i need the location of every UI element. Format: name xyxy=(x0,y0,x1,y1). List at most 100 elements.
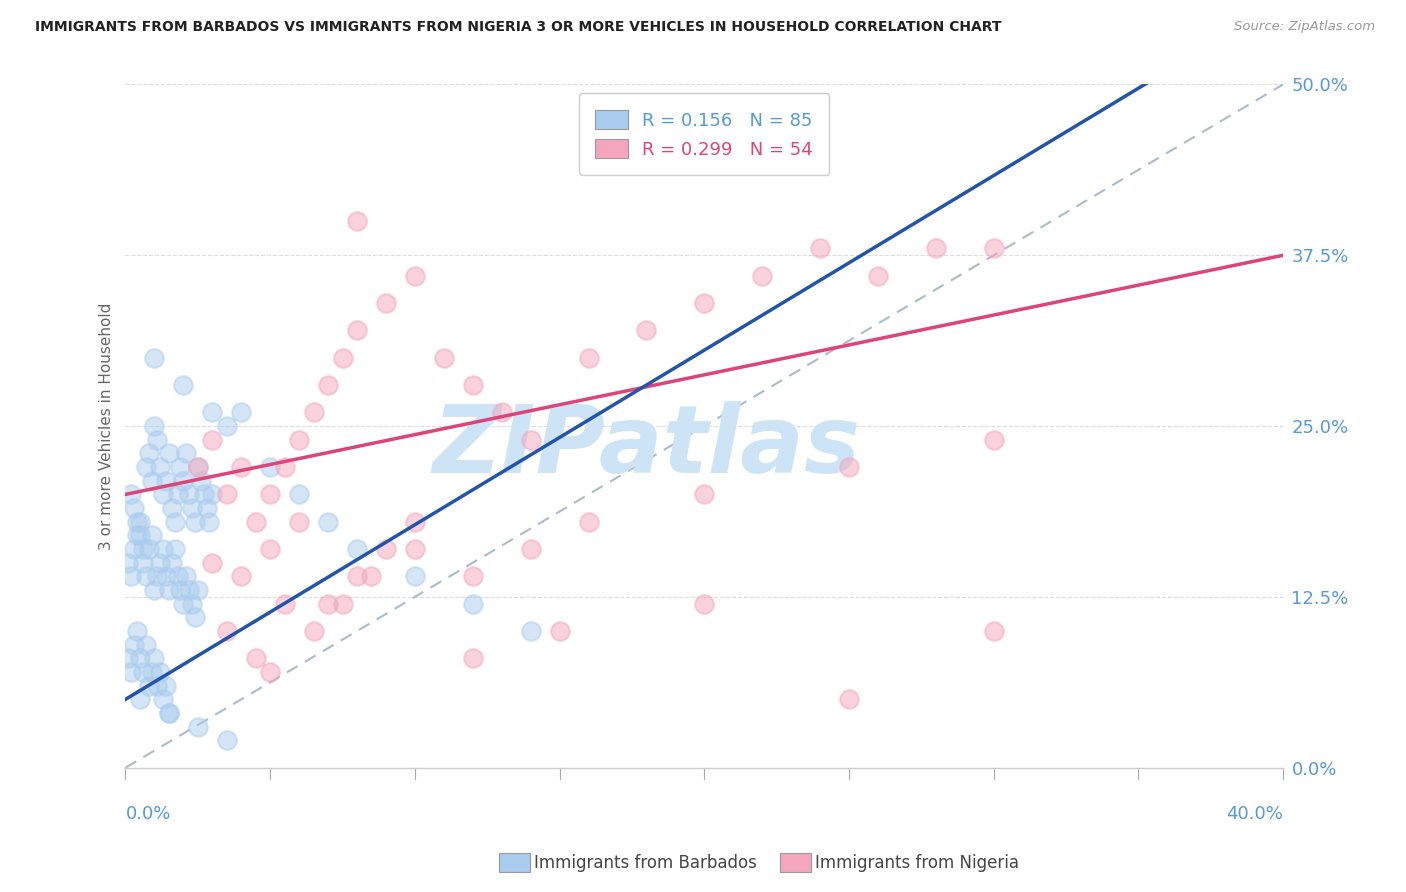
Point xyxy=(316,378,339,392)
Point xyxy=(215,733,238,747)
Point xyxy=(374,296,396,310)
Point xyxy=(181,501,204,516)
Point xyxy=(198,515,221,529)
Point xyxy=(138,446,160,460)
Point xyxy=(157,446,180,460)
Point xyxy=(519,433,541,447)
Point xyxy=(195,501,218,516)
Point xyxy=(163,542,186,557)
Point xyxy=(461,651,484,665)
Point xyxy=(149,665,172,679)
Point xyxy=(374,542,396,557)
Point xyxy=(346,214,368,228)
Point xyxy=(461,597,484,611)
Point xyxy=(838,460,860,475)
Point xyxy=(117,556,139,570)
Point xyxy=(245,515,267,529)
Point xyxy=(215,624,238,638)
Point xyxy=(332,351,354,365)
Point xyxy=(160,556,183,570)
Point xyxy=(693,597,716,611)
Point xyxy=(360,569,382,583)
Point xyxy=(187,720,209,734)
Point xyxy=(143,651,166,665)
Point xyxy=(259,542,281,557)
Point xyxy=(259,665,281,679)
Point xyxy=(172,378,194,392)
Text: ZIPatlas: ZIPatlas xyxy=(433,401,860,492)
Point xyxy=(141,528,163,542)
Point xyxy=(578,351,600,365)
Point xyxy=(120,569,142,583)
Point xyxy=(157,706,180,720)
Point xyxy=(808,242,831,256)
Point xyxy=(187,460,209,475)
Point xyxy=(332,597,354,611)
Point xyxy=(201,433,224,447)
Point xyxy=(548,624,571,638)
Point xyxy=(346,569,368,583)
Point xyxy=(578,515,600,529)
Point xyxy=(152,692,174,706)
Point xyxy=(143,351,166,365)
Point xyxy=(259,460,281,475)
Legend: R = 0.156   N = 85, R = 0.299   N = 54: R = 0.156 N = 85, R = 0.299 N = 54 xyxy=(579,94,830,175)
Point xyxy=(404,542,426,557)
Point xyxy=(461,569,484,583)
Point xyxy=(132,556,155,570)
Point xyxy=(152,542,174,557)
Point xyxy=(231,460,253,475)
Point xyxy=(163,515,186,529)
Point xyxy=(519,624,541,638)
Point xyxy=(302,405,325,419)
FancyBboxPatch shape xyxy=(780,853,811,872)
FancyBboxPatch shape xyxy=(499,853,530,872)
Point xyxy=(273,597,295,611)
Point xyxy=(245,651,267,665)
Point xyxy=(288,487,311,501)
Point xyxy=(129,528,152,542)
Point xyxy=(135,460,157,475)
Point xyxy=(404,268,426,283)
Point xyxy=(866,268,889,283)
Point xyxy=(129,515,152,529)
Point xyxy=(215,487,238,501)
Point xyxy=(302,624,325,638)
Point xyxy=(155,679,177,693)
Point xyxy=(138,542,160,557)
Text: Source: ZipAtlas.com: Source: ZipAtlas.com xyxy=(1234,20,1375,33)
Point xyxy=(166,487,188,501)
Y-axis label: 3 or more Vehicles in Household: 3 or more Vehicles in Household xyxy=(100,302,114,549)
Point xyxy=(201,487,224,501)
Point xyxy=(143,582,166,597)
Point xyxy=(316,597,339,611)
Point xyxy=(491,405,513,419)
Point xyxy=(983,433,1005,447)
Text: 0.0%: 0.0% xyxy=(125,805,172,823)
Text: 40.0%: 40.0% xyxy=(1226,805,1284,823)
Point xyxy=(155,569,177,583)
Point xyxy=(129,651,152,665)
Point xyxy=(146,569,169,583)
Point xyxy=(187,582,209,597)
Point xyxy=(125,624,148,638)
Point xyxy=(193,487,215,501)
Point xyxy=(122,501,145,516)
Point xyxy=(346,323,368,337)
Point xyxy=(169,582,191,597)
Point xyxy=(174,446,197,460)
Point xyxy=(190,474,212,488)
Point xyxy=(125,528,148,542)
Point xyxy=(172,474,194,488)
Point xyxy=(181,597,204,611)
Point xyxy=(983,242,1005,256)
Point xyxy=(141,665,163,679)
Point xyxy=(187,460,209,475)
Point xyxy=(179,582,201,597)
Point xyxy=(288,433,311,447)
Point xyxy=(143,419,166,434)
Point xyxy=(172,597,194,611)
Point xyxy=(149,556,172,570)
Point xyxy=(925,242,948,256)
Point xyxy=(157,582,180,597)
